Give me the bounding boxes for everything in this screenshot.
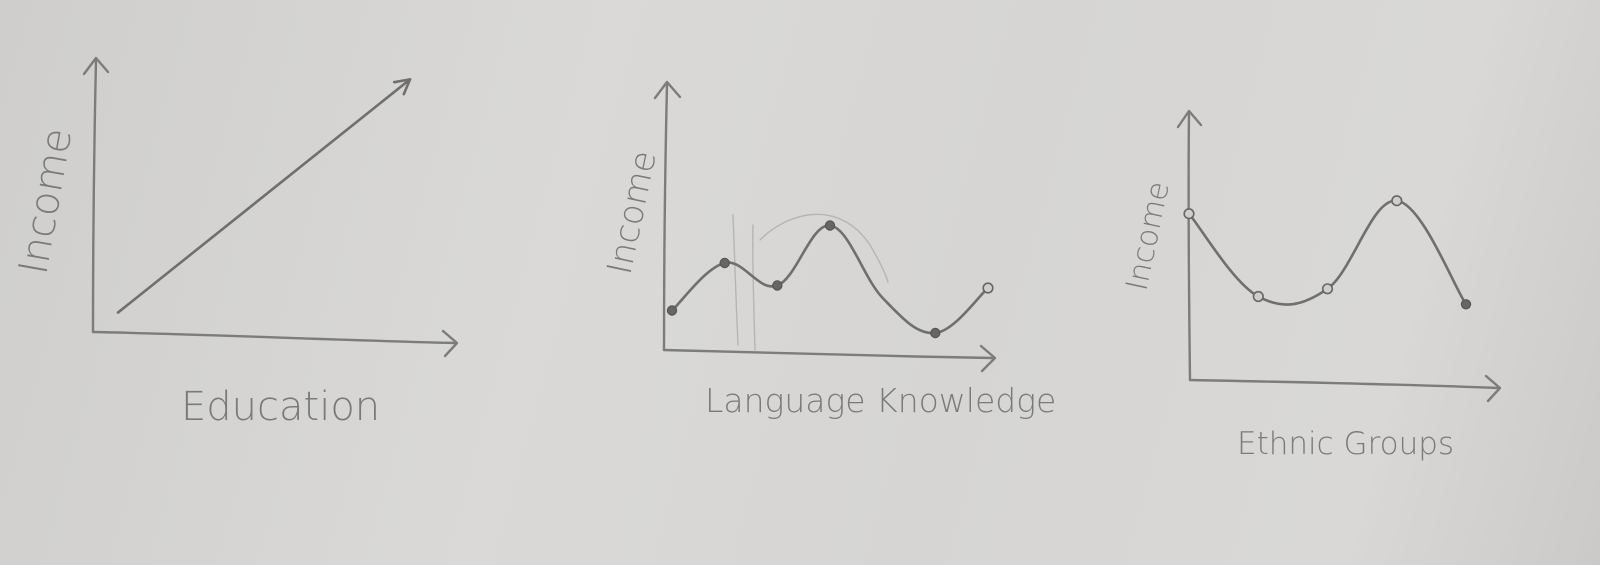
eraser-mark-1 (732, 214, 739, 346)
series-line (116, 78, 412, 314)
y-axis-label: Income (1120, 178, 1177, 293)
x-axis-arrowhead (979, 344, 997, 373)
data-point (1321, 283, 1334, 295)
y-axis (1187, 111, 1192, 382)
series-line (670, 224, 990, 335)
eraser-mark-3 (759, 213, 889, 283)
y-axis (91, 58, 98, 334)
chart-education: Income Education (11, 56, 459, 430)
data-point (1183, 208, 1195, 220)
y-axis-label: Income (11, 125, 82, 278)
x-axis (662, 348, 995, 360)
x-axis (1188, 378, 1500, 390)
series-line (1187, 199, 1468, 306)
data-point (666, 305, 678, 316)
plot-area (1183, 195, 1472, 310)
x-axis-label: Ethnic Groups (1237, 426, 1454, 462)
x-axis-label: Education (181, 384, 380, 430)
data-point (719, 257, 730, 269)
y-axis-label: Income (600, 147, 665, 278)
plot-area (666, 220, 994, 339)
chart-ethnic-groups: Income Ethnic Groups (1120, 109, 1502, 462)
data-point (1391, 195, 1403, 207)
data-point (772, 280, 783, 291)
data-point (1252, 290, 1264, 303)
data-point (824, 220, 836, 231)
eraser-mark-2 (752, 224, 756, 351)
plot-area (116, 78, 412, 314)
data-point (982, 282, 994, 294)
y-axis-arrowhead (82, 56, 110, 76)
x-axis (91, 330, 457, 345)
y-axis (662, 83, 669, 352)
y-axis-arrowhead (653, 80, 682, 100)
x-axis-label: Language Knowledge (705, 381, 1056, 420)
y-axis-arrowhead (1176, 109, 1203, 129)
series-arrowhead (392, 78, 412, 96)
x-axis-arrowhead (1484, 374, 1502, 403)
x-axis-arrowhead (441, 329, 459, 358)
data-point (1460, 299, 1472, 310)
chart-language-knowledge: Income Language Knowledge (600, 80, 1056, 420)
data-point (930, 327, 941, 339)
